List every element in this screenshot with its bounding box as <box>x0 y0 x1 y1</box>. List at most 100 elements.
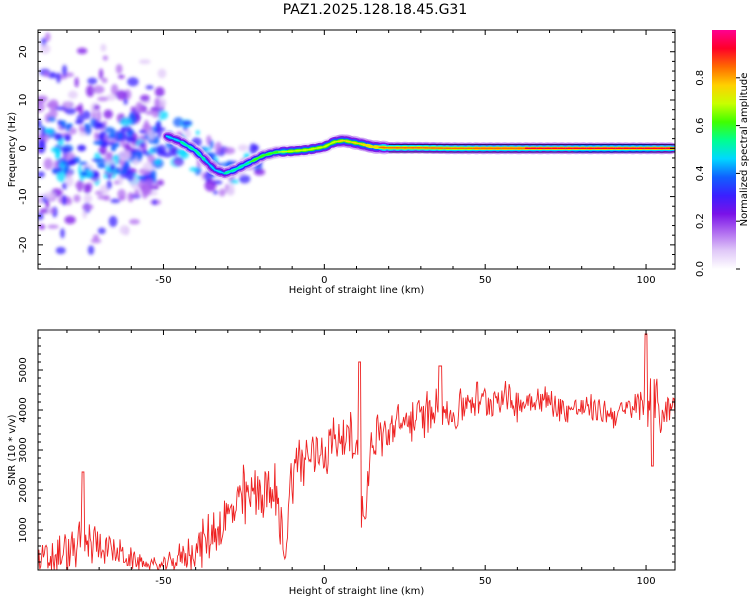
noise-blob <box>47 116 56 123</box>
noise-blob <box>97 96 109 102</box>
noise-blob <box>138 59 151 65</box>
noise-blob <box>135 101 143 114</box>
noise-blob <box>65 175 74 187</box>
spectrogram-x-tick-label: 100 <box>636 275 655 286</box>
noise-blob <box>66 123 72 129</box>
noise-blob <box>96 110 102 122</box>
noise-blob <box>97 227 106 235</box>
noise-blob <box>59 120 67 125</box>
noise-blob <box>47 73 58 79</box>
noise-blob <box>56 72 61 84</box>
noise-blob <box>48 109 58 118</box>
noise-blob <box>98 147 108 155</box>
colorbar-tick-label: 0.0 <box>695 261 706 277</box>
noise-blob <box>223 147 236 155</box>
noise-blob <box>153 126 166 133</box>
noise-blob <box>87 245 95 255</box>
noise-blob <box>137 180 145 189</box>
spectrogram-x-tick-label: 0 <box>321 275 327 286</box>
snr-x-tick-label: -50 <box>155 576 171 587</box>
noise-blob <box>140 143 145 148</box>
noise-blob <box>123 142 131 151</box>
noise-blob <box>106 93 117 101</box>
noise-blob <box>100 43 107 52</box>
noise-blob <box>78 132 88 137</box>
noise-blob <box>147 129 155 140</box>
noise-blob <box>131 184 139 190</box>
noise-blob <box>125 136 136 143</box>
noise-blob <box>38 119 42 128</box>
spectrogram-y-tick-label: -10 <box>18 188 29 204</box>
noise-blob <box>142 161 155 171</box>
snr-y-tick-label: 1000 <box>18 517 29 542</box>
noise-blob <box>61 182 68 190</box>
snr-panel: -50 0 50 100 1000 2000 3000 4000 5000 Height of … <box>7 329 676 597</box>
spectrogram-y-tick-label: 10 <box>18 94 29 107</box>
noise-blob <box>76 47 88 55</box>
snr-y-tick-label: 3000 <box>18 437 29 462</box>
noise-blob <box>110 164 115 171</box>
noise-blob <box>92 234 100 241</box>
noise-blob <box>143 119 150 130</box>
spectrogram-plot <box>38 32 675 275</box>
colorbar-tick-label: 0.8 <box>695 70 706 86</box>
snr-x-axis-label: Height of straight line (km) <box>289 586 425 597</box>
noise-blob <box>43 71 50 78</box>
noise-blob <box>145 85 154 90</box>
noise-blob <box>117 132 123 140</box>
noise-blob <box>42 128 54 134</box>
noise-blob <box>69 127 77 135</box>
noise-blob <box>134 189 140 197</box>
noise-blob <box>118 149 131 162</box>
noise-blob <box>204 179 217 192</box>
noise-blob <box>102 55 109 61</box>
noise-blob <box>252 144 260 152</box>
snr-x-tick-label: 50 <box>479 576 492 587</box>
noise-blob <box>110 145 117 152</box>
noise-blob <box>62 159 69 166</box>
noise-blob <box>96 122 104 129</box>
noise-blob <box>152 199 158 205</box>
noise-blob <box>91 158 102 162</box>
noise-blob <box>151 109 160 118</box>
noise-blob <box>46 270 56 275</box>
colorbar-ticks: 0.0 0.2 0.4 0.6 0.8 <box>695 70 740 277</box>
noise-blob <box>116 114 121 122</box>
noise-blob <box>67 90 78 99</box>
noise-blob <box>137 175 146 179</box>
noise-blob <box>129 218 140 225</box>
noise-blob <box>78 103 83 116</box>
noise-blob <box>61 64 68 77</box>
noise-blob <box>83 183 92 194</box>
noise-blob <box>83 194 93 203</box>
noise-blob <box>99 133 105 141</box>
noise-blob <box>212 190 219 195</box>
noise-blob <box>60 123 66 129</box>
noise-blob <box>126 170 135 182</box>
snr-ticks: -50 0 50 100 1000 2000 3000 4000 5000 <box>18 330 675 587</box>
noise-blob <box>106 175 112 179</box>
noise-blob <box>154 159 161 165</box>
noise-blob <box>110 198 121 204</box>
colorbar-tick-label: 0.6 <box>695 118 706 134</box>
noise-blob <box>122 125 132 133</box>
noise-blob <box>92 85 105 94</box>
noise-blob <box>83 166 91 171</box>
noise-blob <box>44 32 51 42</box>
noise-blob <box>124 227 130 236</box>
noise-blob <box>63 152 76 161</box>
noise-blob <box>55 168 64 172</box>
noise-blob <box>98 68 104 80</box>
noise-blob <box>150 169 157 181</box>
spectrogram-y-tick-label: 20 <box>18 45 29 58</box>
noise-blob <box>195 130 200 135</box>
noise-blob <box>189 167 199 172</box>
spectral-ridge <box>161 130 675 180</box>
noise-blob <box>97 164 107 169</box>
noise-blob <box>131 156 137 160</box>
noise-blob <box>55 106 67 111</box>
noise-blob <box>157 110 169 120</box>
noise-blob <box>238 174 251 184</box>
spectrogram-y-axis-label: Frequency (Hz) <box>7 112 18 188</box>
